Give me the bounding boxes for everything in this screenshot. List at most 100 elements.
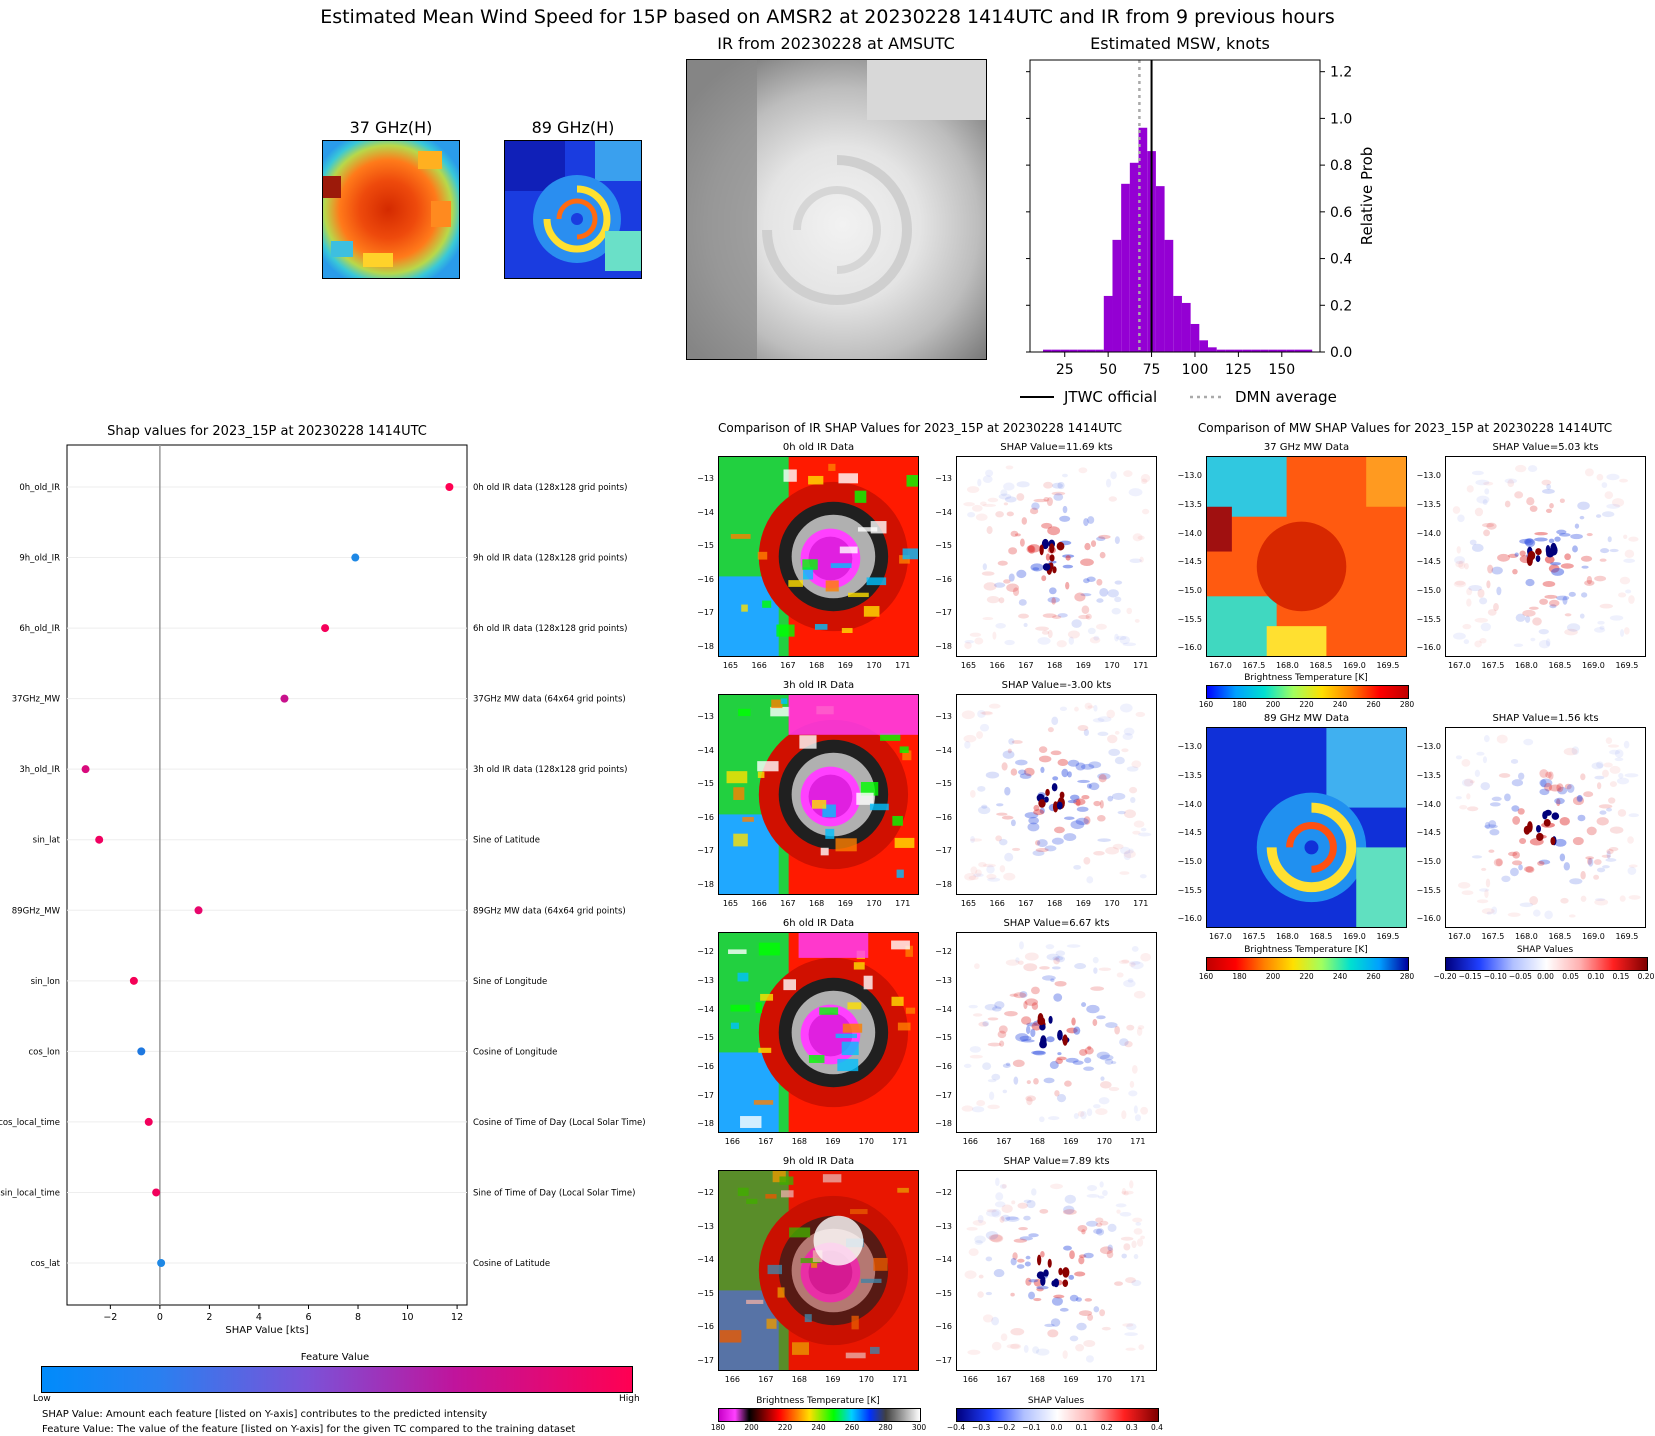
lon-tick-label: 171 (1130, 1137, 1146, 1146)
mw-shap-colorbar (1445, 957, 1648, 971)
lat-tick-label: −14 (935, 507, 952, 517)
lon-tick-label: 169 (837, 899, 853, 908)
lat-tick-label: −14 (697, 1255, 714, 1265)
lon-tick-label: 171 (892, 1375, 908, 1384)
lon-tick-label: 169 (1075, 899, 1091, 908)
lat-tick-label: −16.0 (1177, 643, 1202, 653)
lon-tick-label: 167 (1018, 899, 1034, 908)
lat-tick-label: −17 (697, 1090, 714, 1100)
msw-bar-16 (1181, 302, 1191, 352)
lat-tick-label: −15.5 (1177, 614, 1202, 624)
lon-tick-label: 169 (1075, 661, 1091, 670)
msw-bar-3 (1069, 349, 1078, 352)
msw-xtick-label: 75 (1143, 362, 1161, 378)
ir-data-3-title: 9h old IR Data (782, 1156, 855, 1167)
lat-tick-label: −14 (935, 1255, 952, 1265)
lat-tick-label: −13.5 (1416, 499, 1441, 509)
ir-data-2-title: 6h old IR Data (782, 918, 855, 929)
feature-value-label: Feature Value (300, 1352, 370, 1363)
msw-bar-20 (1216, 349, 1226, 352)
shap-point-sin_local_time (152, 1188, 161, 1197)
lon-tick-label: 167 (758, 1137, 774, 1146)
msw-bar-18 (1199, 340, 1208, 352)
msw-bar-21 (1225, 349, 1235, 352)
lat-tick-label: −18 (935, 879, 952, 889)
shap-note-1: SHAP Value: Amount each feature [listed … (42, 1409, 488, 1420)
mw37-image (322, 140, 460, 279)
feature-name-label: sin_lat (33, 836, 61, 846)
lat-tick-label: −17 (935, 1355, 952, 1365)
lat-tick-label: −17 (935, 608, 952, 618)
lon-tick-label: 167 (1018, 661, 1034, 670)
ir-shap-3-title: SHAP Value=7.89 kts (1003, 1156, 1110, 1167)
msw-ytick-label: 0.4 (1330, 252, 1352, 268)
lat-tick-label: −12 (697, 947, 714, 957)
lon-tick-label: 166 (724, 1375, 741, 1384)
lat-tick-label: −13.0 (1416, 471, 1441, 481)
msw-bar-25 (1260, 349, 1269, 352)
lon-tick-label: 167.5 (1481, 661, 1505, 670)
colorbar-tick-label: 0.10 (1587, 972, 1605, 981)
lon-tick-label: 166 (962, 1137, 979, 1146)
lon-tick-label: 170 (858, 1137, 875, 1146)
shap-point-37GHz_MW (280, 694, 289, 703)
msw-ytick-label: 0.8 (1330, 158, 1352, 174)
lon-tick-label: 166 (989, 899, 1005, 908)
msw-ylabel: Relative Prob (1358, 147, 1376, 246)
msw-bar-27 (1277, 349, 1287, 352)
ir-data-1-image (718, 694, 919, 895)
lon-tick-label: 169 (1063, 1375, 1079, 1384)
lat-tick-label: −15.5 (1416, 614, 1441, 624)
lon-tick-label: 167 (996, 1375, 1012, 1384)
msw-bar-7 (1103, 295, 1113, 352)
lon-tick-label: 169.5 (1615, 932, 1639, 941)
lon-tick-label: 168.5 (1548, 661, 1572, 670)
lat-tick-label: −18 (697, 879, 714, 889)
feature-name-label: 37GHz_MW (12, 695, 61, 705)
colorbar-tick-label: 180 (1232, 700, 1247, 709)
lon-tick-label: 166 (989, 661, 1005, 670)
lon-tick-label: 168 (808, 661, 825, 670)
lon-tick-label: 166 (724, 1137, 741, 1146)
colorbar-tick-label: 260 (1366, 972, 1381, 981)
shap-point-89GHz_MW (194, 906, 203, 915)
lat-tick-label: −17 (935, 846, 952, 856)
lat-tick-label: −18 (935, 641, 952, 651)
lon-tick-label: 169.0 (1581, 932, 1605, 941)
shap-point-6h_old_IR (321, 624, 330, 633)
lat-tick-label: −12 (935, 947, 952, 957)
lon-tick-label: 167.5 (1242, 932, 1266, 941)
lon-tick-label: 170 (1104, 899, 1120, 908)
colorbar-tick-label: 0.20 (1637, 972, 1655, 981)
lat-tick-label: −15 (935, 1288, 952, 1298)
lat-tick-label: −14.5 (1416, 557, 1441, 567)
msw-bar-30 (1303, 349, 1313, 352)
feature-value-colorbar (41, 1366, 633, 1393)
lon-tick-label: 168 (1046, 661, 1063, 670)
lon-tick-label: 168 (1029, 1137, 1046, 1146)
msw-title: Estimated MSW, knots (1090, 34, 1270, 53)
main-title: Estimated Mean Wind Speed for 15P based … (320, 6, 1335, 28)
msw-bar-13 (1155, 186, 1165, 352)
lat-tick-label: −15 (697, 1033, 714, 1043)
lat-tick-label: −13 (697, 1221, 714, 1231)
lat-tick-label: −13.0 (1177, 471, 1202, 481)
lon-tick-label: 170 (866, 899, 882, 908)
feature-desc-label: 37GHz MW data (64x64 grid points) (473, 695, 626, 705)
msw-bar-1 (1051, 349, 1061, 352)
feature-desc-label: 9h old IR data (128x128 grid points) (473, 554, 627, 564)
lon-tick-label: 165 (960, 899, 977, 908)
feature-desc-label: Sine of Longitude (473, 977, 547, 987)
lon-tick-label: 171 (895, 661, 911, 670)
lon-tick-label: 168.5 (1548, 932, 1572, 941)
shap-point-cos_local_time (144, 1117, 153, 1126)
lat-tick-label: −15.0 (1177, 585, 1202, 595)
msw-xtick-label: 150 (1268, 362, 1295, 378)
mw89-colorbar (1206, 957, 1409, 971)
lat-tick-label: −13 (697, 712, 714, 722)
ir-shap-1-image (956, 694, 1157, 895)
colorbar-tick-label: 0.05 (1562, 972, 1579, 981)
ir-shap-0-image (956, 456, 1157, 657)
colorbar-tick-label: 160 (1198, 972, 1214, 981)
lon-tick-label: 165 (960, 661, 977, 670)
